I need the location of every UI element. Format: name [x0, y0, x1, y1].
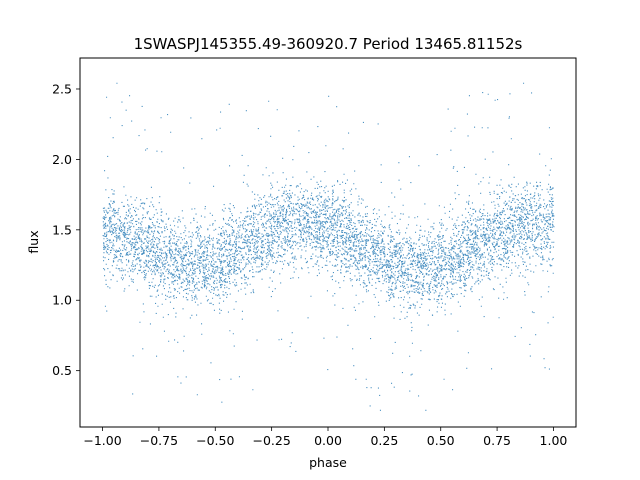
- y-axis-label: flux: [26, 230, 41, 253]
- x-tick-label: −0.75: [140, 433, 178, 448]
- x-tick-label: 0.50: [427, 433, 455, 448]
- x-tick-label: −0.50: [196, 433, 234, 448]
- x-tick-label: 0.75: [483, 433, 511, 448]
- y-tick-label: 1.0: [52, 293, 72, 308]
- y-tick-label: 0.5: [52, 363, 72, 378]
- x-tick-label: 0.25: [370, 433, 398, 448]
- x-tick-label: −1.00: [83, 433, 121, 448]
- y-axis-ticks: 0.5 1.0 1.5 2.0 2.5: [52, 81, 80, 378]
- x-axis-ticks: −1.00 −0.75 −0.50 −0.25 0.00 0.25 0.50 0.75 1.00: [83, 427, 567, 448]
- chart-title: 1SWASPJ145355.49-360920.7 Period 13465.8…: [134, 35, 523, 53]
- y-tick-label: 2.5: [52, 81, 72, 96]
- x-axis-label: phase: [309, 455, 347, 470]
- y-tick-label: 1.5: [52, 222, 72, 237]
- x-tick-label: 0.00: [314, 433, 342, 448]
- y-tick-label: 2.0: [52, 152, 72, 167]
- x-tick-label: −0.25: [252, 433, 290, 448]
- x-tick-label: 1.00: [540, 433, 568, 448]
